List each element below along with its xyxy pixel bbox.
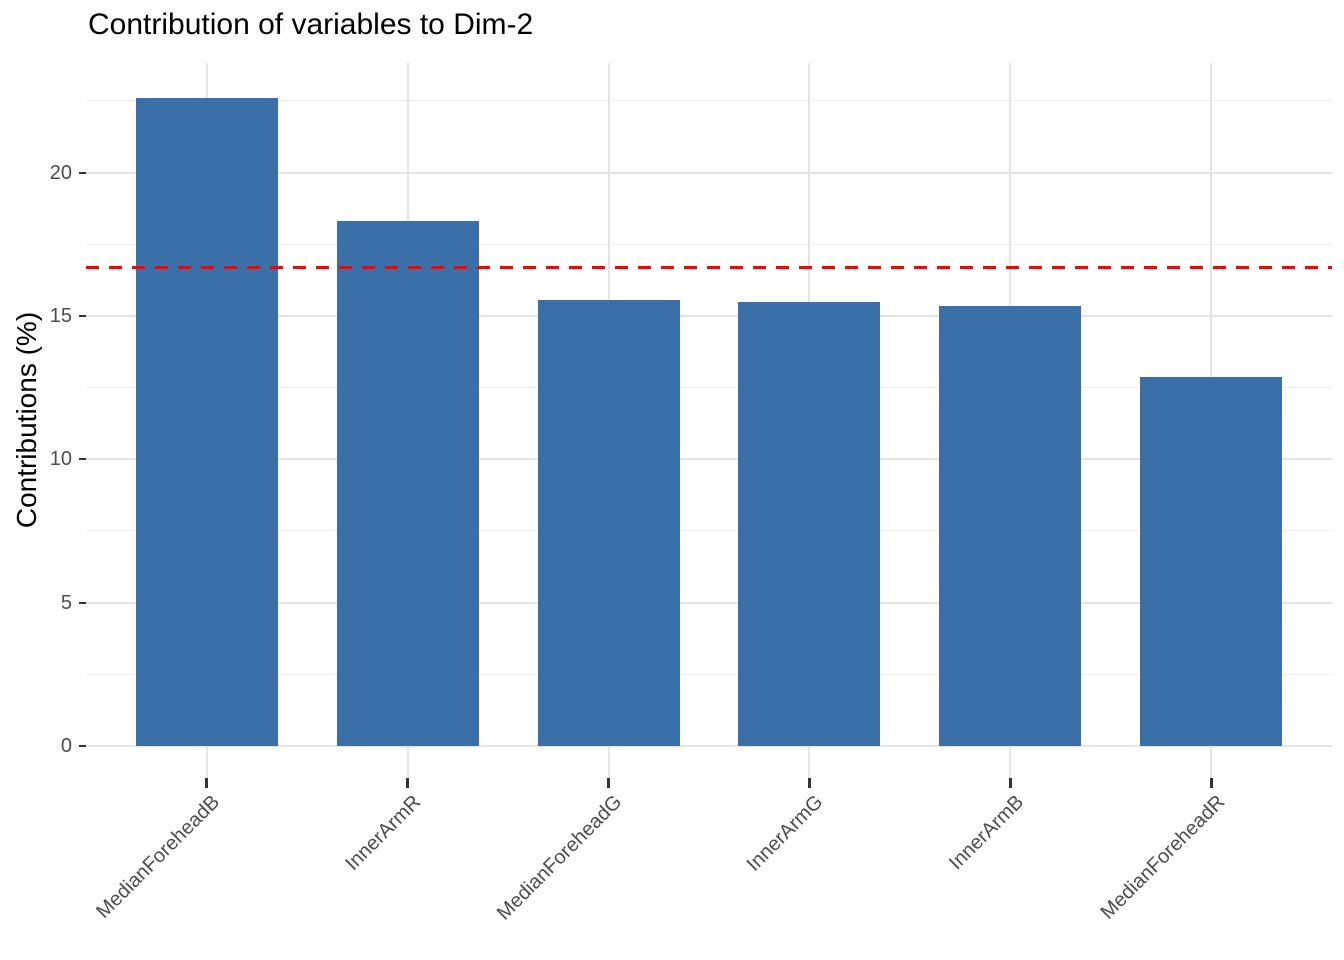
y-tick [79, 171, 86, 174]
y-tick [79, 314, 86, 317]
major-gridline [86, 744, 1332, 747]
major-gridline [86, 458, 1332, 461]
major-gridline [86, 601, 1332, 604]
y-tick [79, 458, 86, 461]
y-tick-label: 5 [60, 591, 72, 614]
x-tick [205, 778, 209, 788]
minor-gridline [86, 387, 1332, 389]
bar [939, 305, 1082, 746]
major-gridline [86, 314, 1332, 317]
y-tick-label: 20 [49, 161, 72, 184]
x-tick [607, 778, 611, 788]
y-tick-label: 15 [49, 304, 72, 327]
minor-gridline [86, 100, 1332, 102]
x-tick [406, 778, 410, 788]
x-tick [1209, 778, 1213, 788]
minor-gridline [86, 673, 1332, 675]
y-tick [79, 744, 86, 747]
x-tick-label: InnerArmR [341, 791, 426, 875]
y-tick-label: 0 [60, 734, 72, 757]
plot-panel [86, 63, 1332, 778]
y-axis-title: Contributions (%) [11, 311, 42, 529]
bar [738, 301, 881, 746]
minor-gridline [86, 530, 1332, 532]
x-tick-label: MedianForeheadR [1096, 791, 1229, 924]
x-tick-label: InnerArmG [742, 791, 828, 876]
bar [336, 221, 479, 746]
bar [135, 97, 278, 746]
reference-line [86, 266, 1332, 270]
y-tick [79, 601, 86, 604]
x-tick [807, 778, 811, 788]
chart-title: Contribution of variables to Dim-2 [88, 8, 534, 41]
x-tick [1008, 778, 1012, 788]
bar [1140, 377, 1283, 746]
bar [537, 300, 680, 746]
x-tick-label: MedianForeheadG [492, 791, 627, 925]
y-tick-label: 10 [49, 448, 72, 471]
major-gridline [86, 171, 1332, 174]
x-tick-label: InnerArmB [944, 791, 1029, 875]
minor-gridline [86, 243, 1332, 245]
x-tick-label: MedianForeheadB [92, 791, 225, 923]
